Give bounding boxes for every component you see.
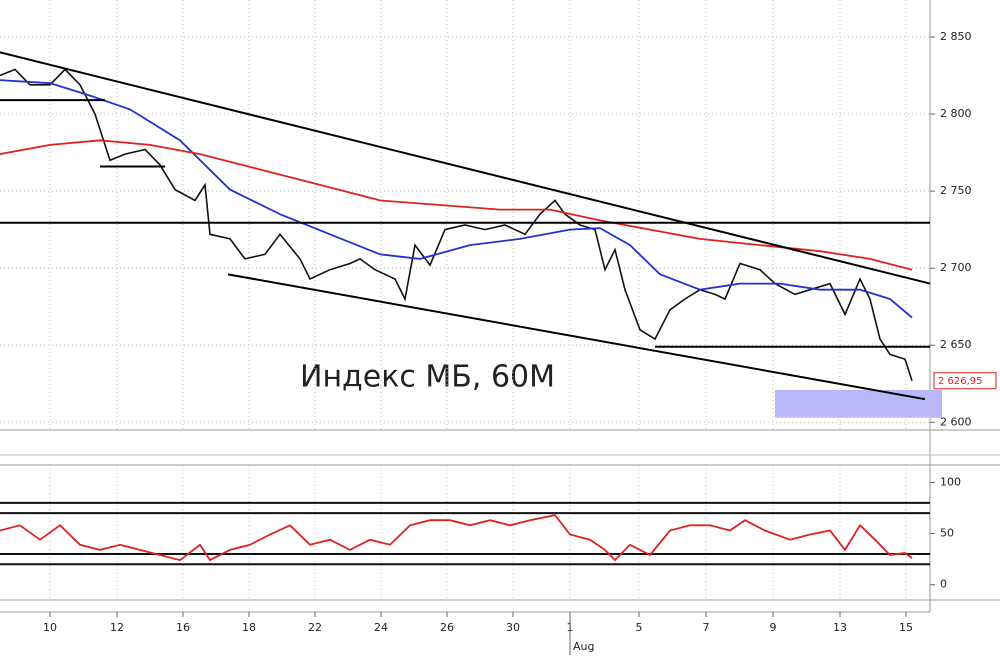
trend-line [227,273,926,401]
x-tick-label: 18 [242,621,256,634]
series-line [0,68,913,382]
y-tick-label: 100 [940,475,961,488]
y-tick-label: 2 850 [940,30,972,43]
x-tick-label: 10 [43,621,57,634]
x-tick-label: 24 [374,621,388,634]
target-zone [775,389,942,418]
y-tick-label: 2 700 [940,261,972,274]
last-price-box [933,372,997,390]
y-tick-label: 2 600 [940,415,972,428]
series-line [0,514,913,562]
y-tick-label: 2 750 [940,184,972,197]
x-tick-label: 26 [440,621,454,634]
last-price-label: 2 626,95 [938,376,983,387]
x-tick-label: 22 [308,621,322,634]
x-tick-label: 30 [506,621,520,634]
trend-line [0,51,931,285]
x-tick-label: 5 [636,621,643,634]
annotation: Индекс МБ, 60М [300,360,555,395]
x-tick-label: 16 [176,621,190,634]
y-tick-label: 0 [940,578,947,591]
x-tick-label: 7 [703,621,710,634]
series-line [0,139,913,271]
x-tick-label: 13 [833,621,847,634]
y-tick-label: 50 [940,527,954,540]
series-line [0,79,913,319]
x-sublabel: Aug [573,640,594,653]
x-tick-label: 12 [110,621,124,634]
y-tick-label: 2 800 [940,107,972,120]
x-tick-label: 9 [770,621,777,634]
x-tick-label: 15 [899,621,913,634]
y-tick-label: 2 650 [940,338,972,351]
